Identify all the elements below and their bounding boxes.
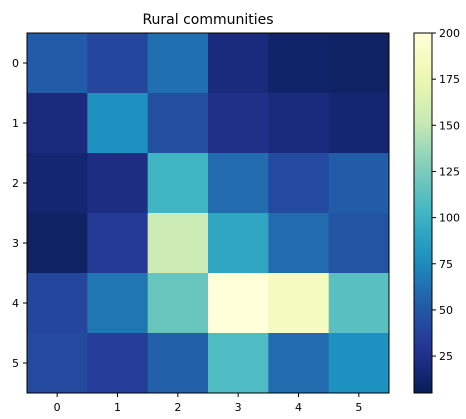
heatmap-cells [27,33,390,394]
heatmap-cell [27,333,88,394]
heatmap-cell [27,153,88,214]
y-axis-ticks: 0 1 2 3 4 5 [12,57,27,370]
x-tick-label: 0 [54,401,61,414]
heatmap-cell [328,33,390,94]
heatmap-cell [268,33,330,94]
heatmap-cell [328,273,390,334]
heatmap-cell [328,333,390,394]
heatmap-cell [147,93,209,154]
x-axis-ticks: 0 1 2 3 4 5 [54,393,362,414]
heatmap-cell [208,213,269,274]
heatmap-cell [147,153,209,214]
heatmap-cell [27,93,88,154]
heatmap-cell [27,273,88,334]
x-tick-label: 3 [235,401,242,414]
heatmap-cell [87,153,149,214]
heatmap-cell [268,333,330,394]
heatmap-cell [27,33,88,94]
y-tick-label: 4 [12,297,19,310]
heatmap-cell [328,213,390,274]
heatmap-cell [147,33,209,94]
heatmap-cell [328,93,390,154]
x-tick-label: 5 [355,401,362,414]
y-tick-label: 3 [12,237,19,250]
heatmap-cell [268,213,330,274]
heatmap-cell [87,93,149,154]
x-tick-label: 1 [114,401,121,414]
heatmap-cell [87,33,149,94]
heatmap-cell [87,273,149,334]
colorbar-tick-label: 100 [439,212,460,225]
colorbar [413,32,433,394]
y-tick-label: 1 [12,117,19,130]
heatmap-cell [87,333,149,394]
heatmap-cell [208,153,269,214]
colorbar-tick-label: 50 [439,304,453,317]
heatmap-cell [147,213,209,274]
colorbar-tick-label: 175 [439,73,460,86]
heatmap-cell [87,213,149,274]
colorbar-ticks: 25 50 75 100 125 150 175 200 [432,27,460,363]
heatmap-cell [268,273,330,334]
plot-frame [26,32,390,394]
colorbar-tick-label: 25 [439,350,453,363]
colorbar-tick-label: 200 [439,27,460,40]
heatmap-cell [328,153,390,214]
heatmap-cell [147,333,209,394]
colorbar-tick-label: 75 [439,258,453,271]
x-tick-label: 4 [295,401,302,414]
x-tick-label: 2 [174,401,181,414]
heatmap-cell [147,273,209,334]
y-tick-label: 5 [12,357,19,370]
heatmap-cell [27,213,88,274]
heatmap-cell [208,333,269,394]
heatmap-cell [268,93,330,154]
colorbar-tick-label: 125 [439,165,460,178]
y-tick-label: 0 [12,57,19,70]
heatmap-cell [268,153,330,214]
y-tick-label: 2 [12,177,19,190]
colorbar-tick-label: 150 [439,119,460,132]
heatmap-cell [208,273,269,334]
chart-title: Rural communities [142,12,273,28]
heatmap-cell [208,93,269,154]
heatmap-cell [208,33,269,94]
